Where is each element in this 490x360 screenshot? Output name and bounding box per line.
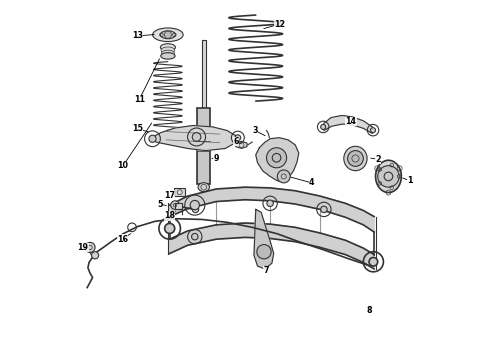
Circle shape (320, 125, 326, 130)
Circle shape (85, 242, 95, 252)
Bar (197, 108, 210, 184)
Text: 7: 7 (263, 266, 269, 275)
Text: 5: 5 (157, 200, 162, 209)
Text: 18: 18 (164, 211, 175, 220)
Ellipse shape (198, 183, 210, 192)
Circle shape (192, 206, 199, 213)
Circle shape (369, 257, 378, 266)
Text: 4: 4 (309, 178, 315, 187)
Circle shape (267, 200, 273, 207)
Ellipse shape (344, 146, 367, 171)
Text: 11: 11 (134, 95, 145, 104)
Text: 17: 17 (164, 190, 175, 199)
Circle shape (320, 206, 327, 213)
Ellipse shape (375, 160, 401, 193)
Circle shape (192, 233, 198, 240)
Polygon shape (236, 141, 247, 148)
Ellipse shape (153, 28, 183, 41)
Text: 13: 13 (132, 31, 143, 40)
Circle shape (192, 133, 201, 141)
Text: 10: 10 (118, 161, 128, 170)
Text: 15: 15 (132, 124, 143, 133)
Bar (201, 40, 206, 123)
Text: 9: 9 (214, 154, 219, 163)
Text: 3: 3 (252, 126, 258, 135)
Ellipse shape (160, 44, 175, 51)
Circle shape (190, 201, 199, 210)
Circle shape (378, 166, 399, 187)
Circle shape (267, 148, 287, 168)
Text: 19: 19 (77, 243, 88, 252)
Polygon shape (170, 187, 374, 232)
Text: 1: 1 (407, 176, 413, 185)
Circle shape (164, 31, 171, 39)
Circle shape (347, 150, 364, 166)
Circle shape (277, 170, 290, 183)
Circle shape (165, 224, 175, 233)
Circle shape (92, 252, 98, 259)
Ellipse shape (161, 53, 175, 59)
Text: 14: 14 (345, 117, 357, 126)
Polygon shape (324, 116, 372, 134)
Circle shape (149, 135, 156, 142)
Circle shape (171, 201, 179, 210)
Circle shape (370, 128, 375, 133)
Circle shape (257, 244, 271, 259)
Polygon shape (151, 126, 238, 150)
Polygon shape (256, 138, 299, 182)
Ellipse shape (160, 31, 175, 39)
Ellipse shape (161, 50, 174, 56)
Ellipse shape (161, 47, 175, 53)
Circle shape (235, 135, 241, 140)
Bar (175, 203, 182, 210)
Text: 6: 6 (234, 137, 239, 146)
Polygon shape (170, 223, 374, 269)
Text: 8: 8 (366, 306, 372, 315)
Text: 12: 12 (274, 19, 285, 28)
Text: 2: 2 (376, 155, 381, 164)
Bar (174, 188, 185, 196)
Text: 16: 16 (117, 235, 128, 244)
Polygon shape (254, 210, 274, 269)
